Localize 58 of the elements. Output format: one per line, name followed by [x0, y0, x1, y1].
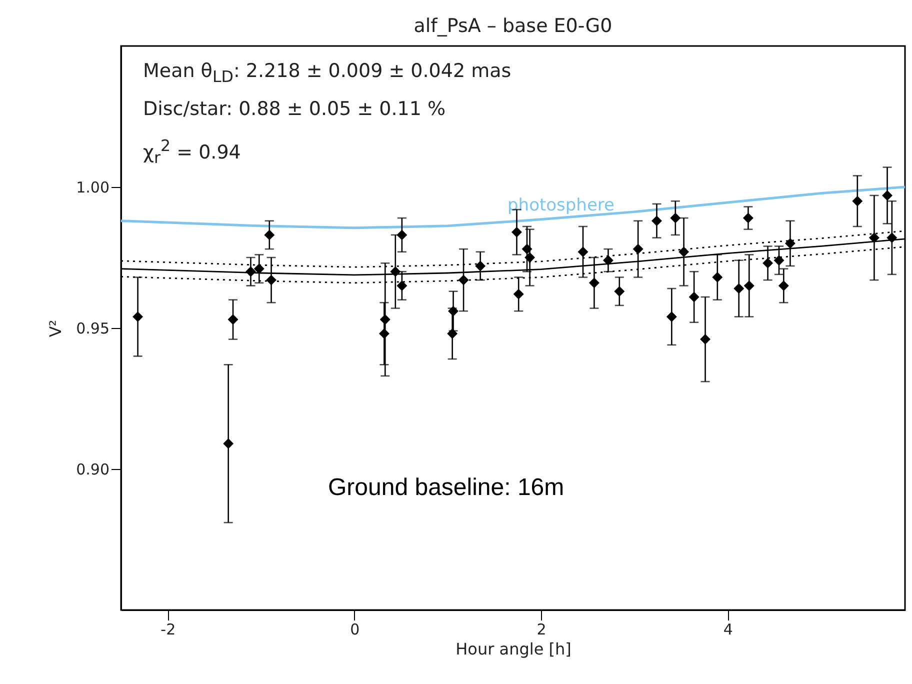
point [378, 328, 390, 339]
x-tick-label: -2 [160, 620, 176, 638]
y-tick-label: 0.95 [76, 320, 110, 338]
x-tick-label: 0 [350, 620, 360, 638]
point [778, 280, 789, 291]
point [396, 230, 408, 240]
point [458, 274, 469, 286]
point [852, 196, 863, 206]
chart-title: alf_PsA – base E0-G0 [414, 15, 612, 37]
point [712, 272, 723, 282]
point [774, 255, 784, 266]
point [223, 438, 234, 449]
annotation: Mean θ$_{LD}$: 2.218 ± 0.009 ± 0.042 mas [143, 60, 512, 86]
annotation: χ$_{r}$$^{2}$ = 0.94 [143, 136, 241, 168]
point [396, 280, 408, 291]
y-axis-title: V² [46, 320, 66, 338]
point [734, 283, 744, 294]
y-tick-label: 1.00 [76, 178, 110, 196]
annotation: Ground baseline: 16m [328, 474, 564, 502]
point [511, 226, 522, 238]
point [245, 266, 256, 277]
point [264, 230, 275, 240]
x-axis-title: Hour angle [h] [456, 640, 572, 658]
point [447, 328, 458, 339]
point [578, 246, 588, 258]
point [602, 255, 614, 266]
y-tick-label: 0.90 [76, 460, 110, 478]
point [886, 232, 898, 244]
point [700, 334, 711, 345]
point [475, 260, 486, 272]
point [632, 244, 644, 254]
point [882, 190, 893, 201]
point [513, 288, 524, 300]
point [380, 314, 390, 325]
point [524, 252, 536, 263]
point [784, 238, 796, 249]
point [744, 280, 754, 291]
line-series [121, 186, 905, 230]
point [868, 232, 880, 244]
annotation: Disc/star: 0.88 ± 0.05 ± 0.11 % [143, 98, 446, 120]
point [132, 311, 144, 322]
point [670, 212, 681, 224]
point [228, 314, 238, 325]
point [666, 311, 677, 322]
point [742, 212, 754, 224]
point [651, 216, 662, 226]
x-tick-label: 2 [536, 620, 546, 638]
point [588, 278, 600, 288]
point [266, 274, 277, 286]
point [522, 244, 532, 254]
x-tick-label: 4 [723, 620, 733, 638]
point [390, 266, 401, 277]
point [448, 306, 459, 316]
point [614, 286, 625, 297]
point [678, 246, 690, 258]
point [688, 292, 700, 302]
point [762, 258, 774, 268]
series-label: photosphere [508, 195, 614, 216]
